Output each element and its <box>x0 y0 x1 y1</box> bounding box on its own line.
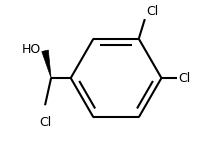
Text: Cl: Cl <box>146 5 158 18</box>
Text: Cl: Cl <box>178 71 190 84</box>
Polygon shape <box>42 50 51 78</box>
Text: HO: HO <box>21 43 41 56</box>
Text: Cl: Cl <box>39 116 51 129</box>
